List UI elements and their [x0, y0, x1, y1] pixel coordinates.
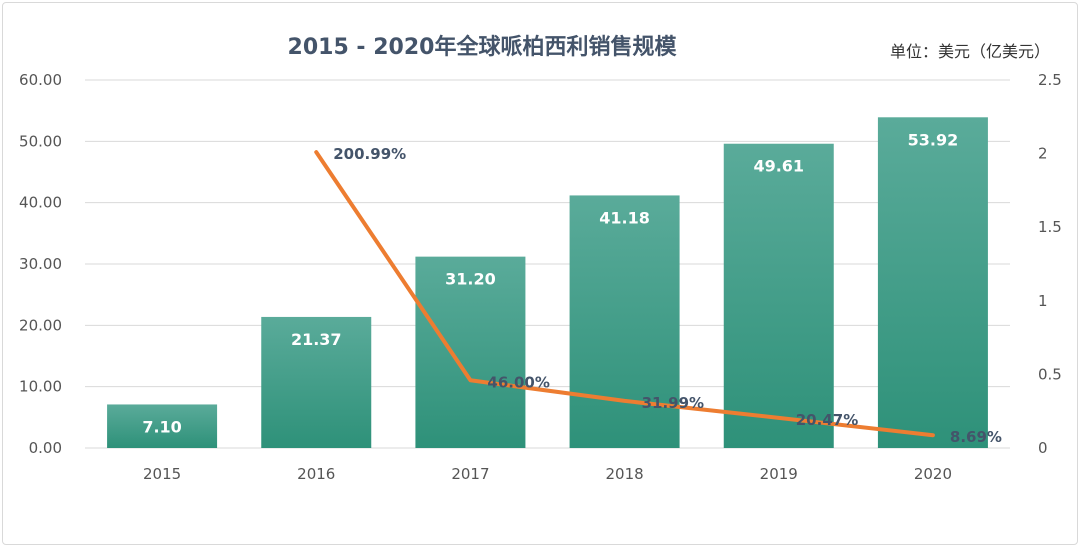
- x-axis-tick-label: 2019: [760, 465, 798, 483]
- right-axis-tick-label: 0: [1038, 439, 1048, 457]
- unit-label: 单位：美元（亿美元）: [890, 42, 1050, 61]
- bar-data-label: 31.20: [445, 270, 496, 289]
- x-axis-tick-label: 2018: [605, 465, 643, 483]
- bar: [107, 404, 218, 448]
- right-axis-tick-label: 2: [1038, 145, 1048, 163]
- bar-series: 7.10 21.37 31.20 41.18 49.61 53.92: [107, 117, 988, 449]
- chart-title: 2015 - 2020年全球哌柏西利销售规模: [288, 34, 678, 60]
- right-axis-tick-label: 2.5: [1038, 71, 1062, 89]
- line-data-label: 20.47%: [796, 411, 858, 429]
- line-data-label: 8.69%: [950, 428, 1002, 446]
- x-axis-tick-label: 2015: [143, 465, 181, 483]
- line-data-label: 31.99%: [642, 394, 704, 412]
- left-axis-tick-label: 40.00: [19, 194, 62, 212]
- left-axis-ticks: 0.00 10.00 20.00 30.00 40.00 50.00 60.00: [19, 71, 62, 457]
- bar-data-label: 41.18: [599, 208, 650, 227]
- bar-data-label: 21.37: [291, 330, 342, 349]
- gridlines: [85, 79, 1010, 449]
- bar: [415, 256, 526, 448]
- right-axis-tick-label: 0.5: [1038, 365, 1062, 383]
- bar-data-label: 49.61: [753, 157, 804, 176]
- growth-line: [314, 150, 935, 438]
- left-axis-tick-label: 0.00: [29, 439, 62, 457]
- right-axis-tick-label: 1: [1038, 292, 1048, 310]
- line-data-label: 46.00%: [487, 373, 549, 391]
- x-axis-tick-label: 2017: [451, 465, 489, 483]
- x-axis-tick-label: 2016: [297, 465, 335, 483]
- bar: [261, 316, 372, 448]
- left-axis-tick-label: 50.00: [19, 132, 62, 150]
- x-axis-tick-label: 2020: [914, 465, 952, 483]
- left-axis-tick-label: 30.00: [19, 255, 62, 273]
- bar: [723, 143, 834, 448]
- left-axis-tick-label: 20.00: [19, 316, 62, 334]
- bar: [877, 117, 988, 449]
- x-axis-ticks: 2015 2016 2017 2018 2019 2020: [143, 465, 952, 483]
- left-axis-tick-label: 10.00: [19, 378, 62, 396]
- left-axis-tick-label: 60.00: [19, 71, 62, 89]
- bar-data-label: 7.10: [142, 417, 181, 436]
- growth-line-series: 200.99% 46.00% 31.99% 20.47% 8.69%: [314, 145, 1002, 446]
- line-data-label: 200.99%: [333, 145, 406, 163]
- bar-data-label: 53.92: [908, 130, 959, 149]
- right-axis-tick-label: 1.5: [1038, 218, 1062, 236]
- right-axis-ticks: 0 0.5 1 1.5 2 2.5: [1038, 71, 1062, 457]
